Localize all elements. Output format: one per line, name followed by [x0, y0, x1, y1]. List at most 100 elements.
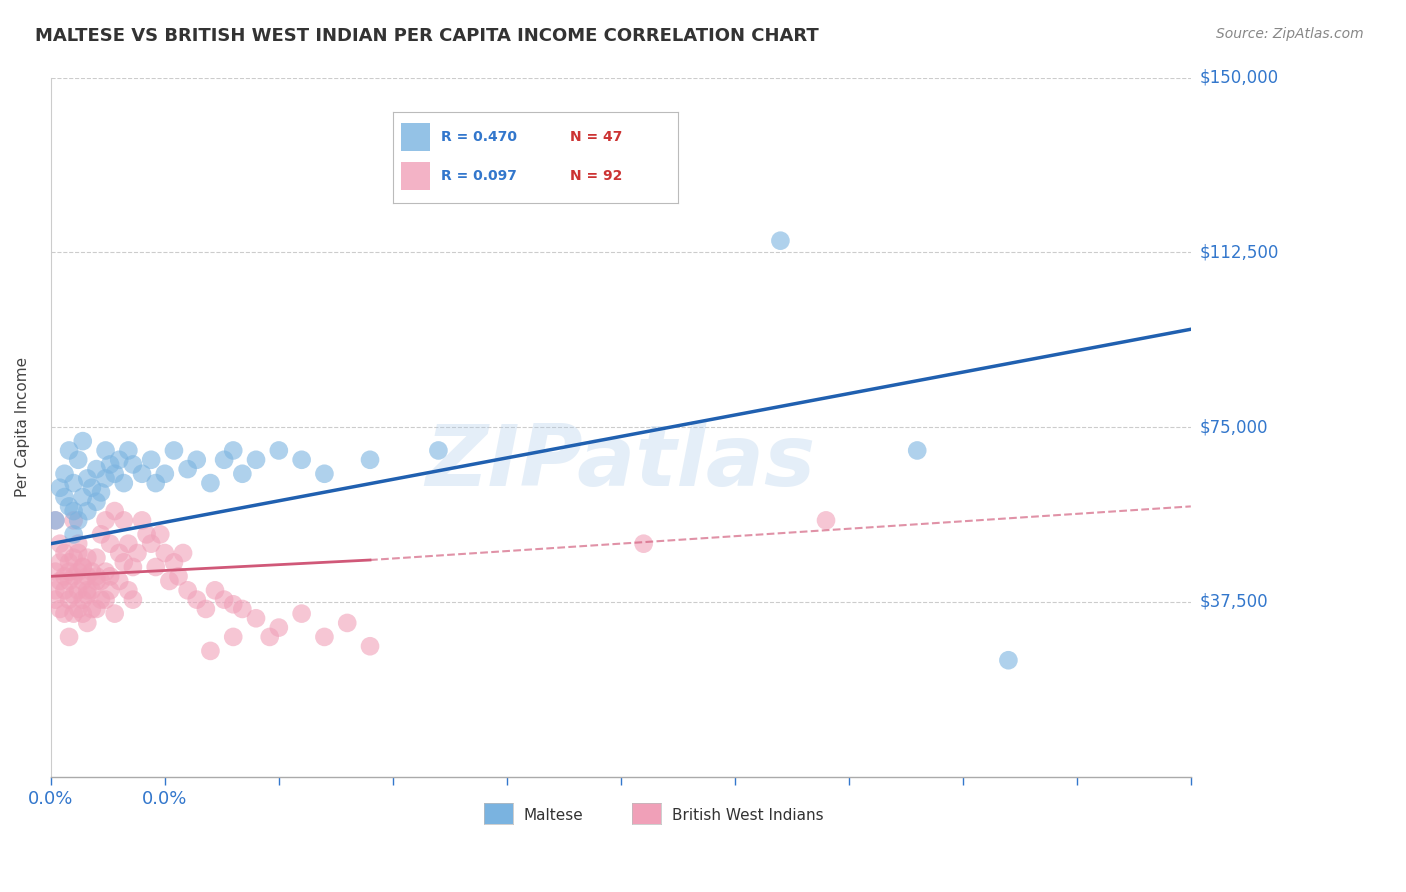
- Point: [336, 615, 359, 630]
- Point: [62, 607, 84, 621]
- Point: [94, 592, 117, 607]
- Point: [153, 546, 176, 560]
- Point: [67, 583, 90, 598]
- Point: [259, 630, 281, 644]
- Point: [67, 602, 90, 616]
- Point: [53, 546, 76, 560]
- Point: [245, 452, 267, 467]
- Point: [117, 443, 139, 458]
- Point: [72, 592, 94, 607]
- Point: [76, 569, 98, 583]
- Point: [67, 537, 90, 551]
- Point: [769, 234, 792, 248]
- Point: [163, 555, 186, 569]
- Point: [49, 574, 72, 588]
- Point: [44, 583, 66, 598]
- Point: [212, 452, 235, 467]
- Point: [98, 583, 121, 598]
- Point: [80, 602, 103, 616]
- Point: [359, 639, 381, 653]
- Point: [204, 583, 226, 598]
- Point: [131, 467, 153, 481]
- Point: [62, 476, 84, 491]
- Point: [58, 500, 80, 514]
- Point: [53, 490, 76, 504]
- Point: [72, 490, 94, 504]
- Point: [67, 452, 90, 467]
- Point: [222, 630, 245, 644]
- Point: [72, 560, 94, 574]
- Point: [53, 607, 76, 621]
- Point: [62, 527, 84, 541]
- Point: [98, 458, 121, 472]
- Text: British West Indians: British West Indians: [672, 808, 824, 822]
- Point: [94, 513, 117, 527]
- Point: [98, 569, 121, 583]
- Point: [44, 565, 66, 579]
- Point: [153, 467, 176, 481]
- Point: [127, 546, 149, 560]
- Point: [212, 592, 235, 607]
- Point: [108, 452, 131, 467]
- Text: $112,500: $112,500: [1199, 244, 1278, 261]
- Point: [53, 569, 76, 583]
- Point: [76, 504, 98, 518]
- Point: [44, 592, 66, 607]
- Point: [86, 574, 108, 588]
- Y-axis label: Per Capita Income: Per Capita Income: [15, 357, 30, 497]
- Point: [58, 630, 80, 644]
- Point: [267, 443, 290, 458]
- Point: [176, 462, 198, 476]
- Point: [72, 560, 94, 574]
- Point: [86, 569, 108, 583]
- Point: [49, 602, 72, 616]
- Point: [314, 630, 336, 644]
- Point: [145, 476, 167, 491]
- Point: [58, 443, 80, 458]
- Point: [157, 574, 180, 588]
- Point: [108, 546, 131, 560]
- Point: [291, 452, 314, 467]
- Point: [44, 513, 66, 527]
- Point: [62, 550, 84, 565]
- Point: [53, 583, 76, 598]
- Point: [58, 555, 80, 569]
- Point: [67, 565, 90, 579]
- Point: [117, 537, 139, 551]
- Point: [76, 550, 98, 565]
- Point: [94, 443, 117, 458]
- Point: [94, 471, 117, 485]
- Point: [90, 527, 112, 541]
- Point: [291, 607, 314, 621]
- Point: [122, 592, 145, 607]
- Point: [222, 443, 245, 458]
- Point: [108, 574, 131, 588]
- Point: [49, 555, 72, 569]
- Point: [141, 452, 163, 467]
- Point: [62, 504, 84, 518]
- Point: [427, 443, 450, 458]
- Point: [90, 574, 112, 588]
- Point: [80, 583, 103, 598]
- Point: [58, 565, 80, 579]
- Point: [90, 592, 112, 607]
- Point: [145, 560, 167, 574]
- Point: [80, 481, 103, 495]
- Text: $37,500: $37,500: [1199, 593, 1268, 611]
- Point: [222, 597, 245, 611]
- Point: [98, 537, 121, 551]
- Point: [200, 644, 222, 658]
- Point: [112, 476, 135, 491]
- Point: [67, 513, 90, 527]
- Point: [112, 513, 135, 527]
- Text: Source: ZipAtlas.com: Source: ZipAtlas.com: [1216, 27, 1364, 41]
- Point: [117, 583, 139, 598]
- Point: [76, 615, 98, 630]
- Point: [86, 602, 108, 616]
- Text: $150,000: $150,000: [1199, 69, 1278, 87]
- Point: [135, 527, 157, 541]
- Point: [62, 513, 84, 527]
- Point: [72, 574, 94, 588]
- Point: [86, 462, 108, 476]
- Point: [149, 527, 172, 541]
